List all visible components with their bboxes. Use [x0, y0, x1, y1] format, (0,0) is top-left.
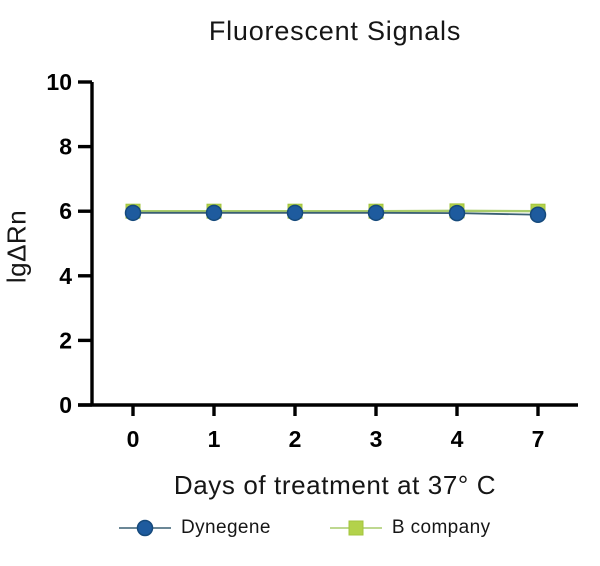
y-tick-label: 6 [59, 198, 72, 224]
y-tick-label: 8 [59, 134, 72, 160]
dynegene-data-point [529, 206, 547, 224]
x-tick-label: 0 [127, 426, 140, 452]
legend-item-b-company: B company [329, 517, 491, 539]
dynegene-data-point [124, 204, 142, 222]
chart-title: Fluorescent Signals [208, 16, 462, 46]
x-tick-label: 2 [289, 426, 302, 452]
y-tick-label: 2 [59, 327, 72, 353]
y-tick-label: 0 [59, 392, 72, 418]
dynegene-data-point [286, 204, 304, 222]
x-axis-label: Days of treatment at 37° C [173, 470, 497, 500]
series-lines [133, 209, 539, 216]
legend: Dynegene B company [118, 517, 528, 539]
axes: 0 2 4 6 8 10 0 1 2 3 4 7 [46, 69, 578, 452]
legend-label-dynegene: Dynegene [181, 517, 271, 538]
dynegene-data-point [448, 204, 466, 222]
y-tick-label: 10 [46, 69, 72, 95]
series-markers [124, 203, 547, 224]
dynegene-data-point [205, 204, 223, 222]
b-company-square-marker-icon [329, 520, 382, 536]
dynegene-circle-marker-icon [119, 519, 171, 537]
legend-label-b-company: B company [391, 517, 491, 538]
x-tick-label: 1 [208, 426, 221, 452]
legend-item-dynegene: Dynegene [118, 517, 271, 539]
x-tick-label: 7 [532, 426, 545, 452]
x-tick-label: 3 [370, 426, 383, 452]
dynegene-data-point [367, 204, 385, 222]
y-tick-label: 4 [59, 263, 72, 289]
x-tick-label: 4 [451, 426, 464, 452]
